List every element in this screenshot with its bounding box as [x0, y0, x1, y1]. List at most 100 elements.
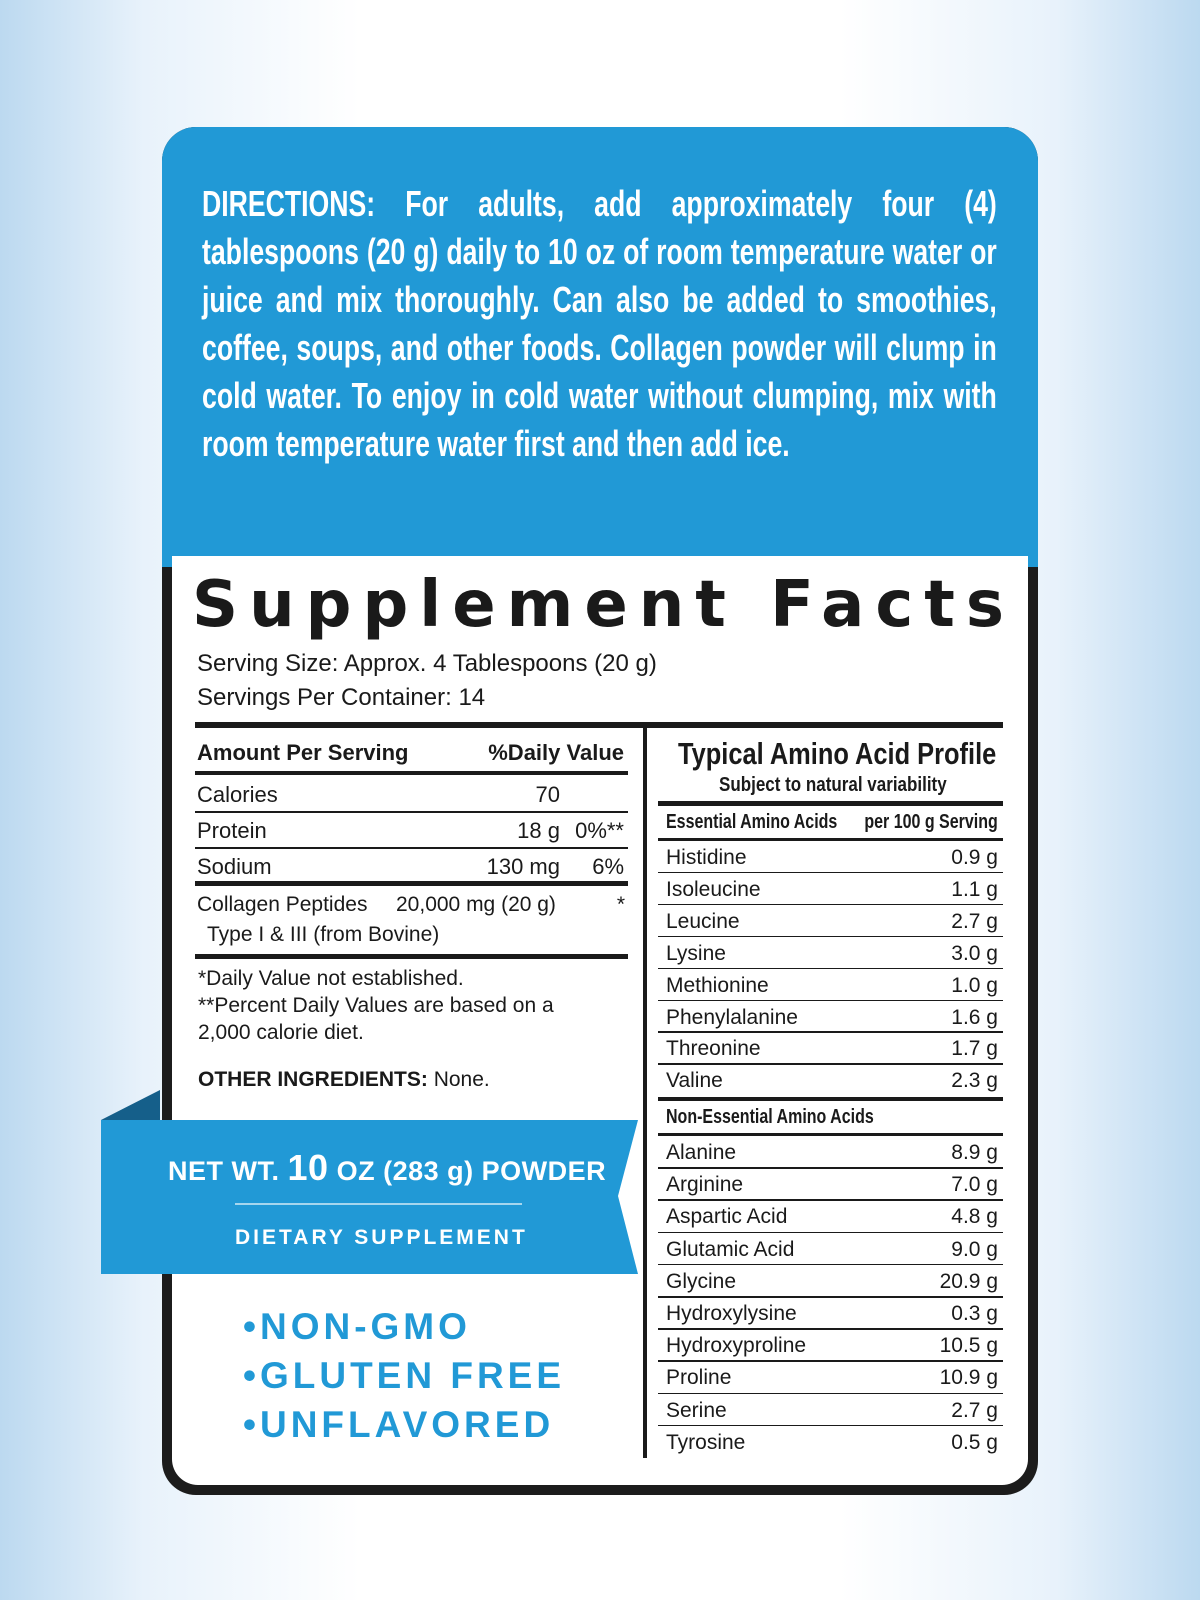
amino-value: 0.3 g [951, 1302, 998, 1325]
amino-name: Methionine [666, 973, 769, 997]
amino-name: Proline [666, 1366, 732, 1390]
amino-value: 2.7 g [951, 909, 998, 933]
badge: •UNFLAVORED [243, 1404, 555, 1445]
other-value: None. [433, 1068, 490, 1091]
amino-value: 8.9 g [951, 1141, 998, 1164]
rule [658, 967, 1003, 970]
divider [643, 728, 647, 1458]
net-prefix: NET WT. [168, 1156, 280, 1186]
amino-name: Hydroxyproline [666, 1334, 807, 1358]
footnote: 2,000 calorie diet. [198, 1021, 364, 1044]
amino-name: Histidine [666, 846, 747, 869]
amino-value: 2.7 g [951, 1398, 998, 1422]
collagen-name: Collagen Peptides [197, 893, 368, 916]
ribbon-fold [101, 1090, 160, 1120]
ribbon-band [101, 1120, 638, 1274]
badge: •NON-GMO [243, 1306, 471, 1347]
amino-name: Serine [666, 1398, 727, 1422]
rule [658, 1328, 1003, 1330]
nonessential-header: Non-Essential Amino Acids [666, 1106, 874, 1128]
footnote: **Percent Daily Values are based on a [198, 994, 554, 1017]
amino-value: 3.0 g [951, 941, 998, 965]
rule [658, 838, 1003, 841]
rule [658, 1360, 1003, 1362]
amino-name: Alanine [666, 1141, 737, 1164]
amino-header: Essential Amino Acids [666, 811, 838, 833]
thick-rule [195, 881, 628, 886]
facts-panel [172, 556, 1028, 1485]
amino-name: Lysine [666, 941, 726, 965]
rule [658, 1199, 1003, 1201]
amino-value: 10.9 g [939, 1366, 998, 1390]
rule [195, 811, 628, 813]
collagen-sub: Type I & III (from Bovine) [207, 923, 440, 946]
badge: •GLUTEN FREE [243, 1355, 566, 1396]
amino-name: Hydroxylysine [666, 1302, 797, 1325]
nutrient-name: Sodium [197, 854, 272, 879]
rule [658, 1392, 1003, 1395]
amino-header: per 100 g Serving [864, 811, 998, 833]
amino-value: 0.5 g [951, 1430, 998, 1454]
amino-name: Aspartic Acid [666, 1205, 788, 1229]
rule [658, 1296, 1003, 1298]
nutrient-amount: 70 [535, 782, 560, 807]
nutrient-amount: 130 mg [486, 854, 560, 879]
amino-value: 20.9 g [939, 1269, 998, 1293]
net-suffix: OZ (283 g) POWDER [336, 1156, 607, 1186]
header-dv: %Daily Value [488, 740, 624, 765]
thick-rule [195, 722, 1003, 728]
rule [658, 1231, 1003, 1234]
facts-title: Supplement Facts [192, 568, 1015, 642]
amino-value: 7.0 g [951, 1173, 998, 1197]
rule [658, 1263, 1003, 1266]
rule [658, 1063, 1003, 1065]
collagen-amount: 20,000 mg (20 g) [396, 893, 556, 916]
net-weight: NET WT. 10 OZ (283 g) POWDER [168, 1147, 606, 1189]
amino-value: 10.5 g [939, 1334, 998, 1358]
net-amount: 10 [287, 1147, 329, 1188]
ribbon-subtitle: DIETARY SUPPLEMENT [235, 1226, 528, 1249]
rule [658, 1133, 1003, 1136]
amino-name: Tyrosine [666, 1430, 746, 1454]
amino-name: Arginine [666, 1173, 744, 1197]
collagen-dv: * [616, 893, 625, 916]
directions: DIRECTIONS: For adults, add approximatel… [202, 183, 997, 464]
thick-rule [658, 1097, 1003, 1101]
servings-per-container: Servings Per Container: 14 [197, 684, 486, 711]
amino-value: 4.8 g [951, 1205, 998, 1229]
other-label: OTHER INGREDIENTS: [198, 1068, 428, 1091]
amino-value: 1.6 g [951, 1005, 998, 1029]
amino-value: 0.9 g [951, 846, 998, 869]
rule [658, 871, 1003, 874]
nutrient-name: Calories [197, 782, 278, 807]
amino-value: 9.0 g [951, 1237, 998, 1261]
amino-name: Leucine [666, 909, 740, 933]
rule [658, 1424, 1003, 1427]
serving-size: Serving Size: Approx. 4 Tablespoons (20 … [197, 650, 657, 677]
rule [195, 847, 628, 849]
amino-value: 1.7 g [951, 1037, 998, 1061]
amino-name: Phenylalanine [666, 1005, 798, 1029]
rule [195, 771, 628, 775]
ribbon [101, 1090, 638, 1274]
rule [658, 903, 1003, 906]
amino-name: Glycine [666, 1269, 737, 1293]
other-ingredients: OTHER INGREDIENTS: None. [198, 1068, 490, 1092]
thick-rule [195, 954, 628, 959]
rule [658, 999, 1003, 1001]
nutrient-dv: 0%** [575, 818, 624, 843]
header-amount: Amount Per Serving [197, 740, 409, 765]
amino-name: Valine [666, 1069, 723, 1093]
amino-name: Glutamic Acid [666, 1237, 795, 1261]
rule [658, 935, 1003, 938]
amino-name: Isoleucine [666, 877, 761, 901]
nutrient-name: Protein [197, 818, 267, 843]
directions-panel [162, 127, 1038, 567]
amino-value: 1.0 g [951, 973, 998, 997]
amino-title: Typical Amino Acid Profile [678, 736, 997, 771]
nutrient-amount: 18 g [517, 818, 560, 843]
amino-value: 1.1 g [951, 877, 998, 901]
rule [658, 1031, 1003, 1033]
amino-subtitle: Subject to natural variability [719, 774, 947, 796]
